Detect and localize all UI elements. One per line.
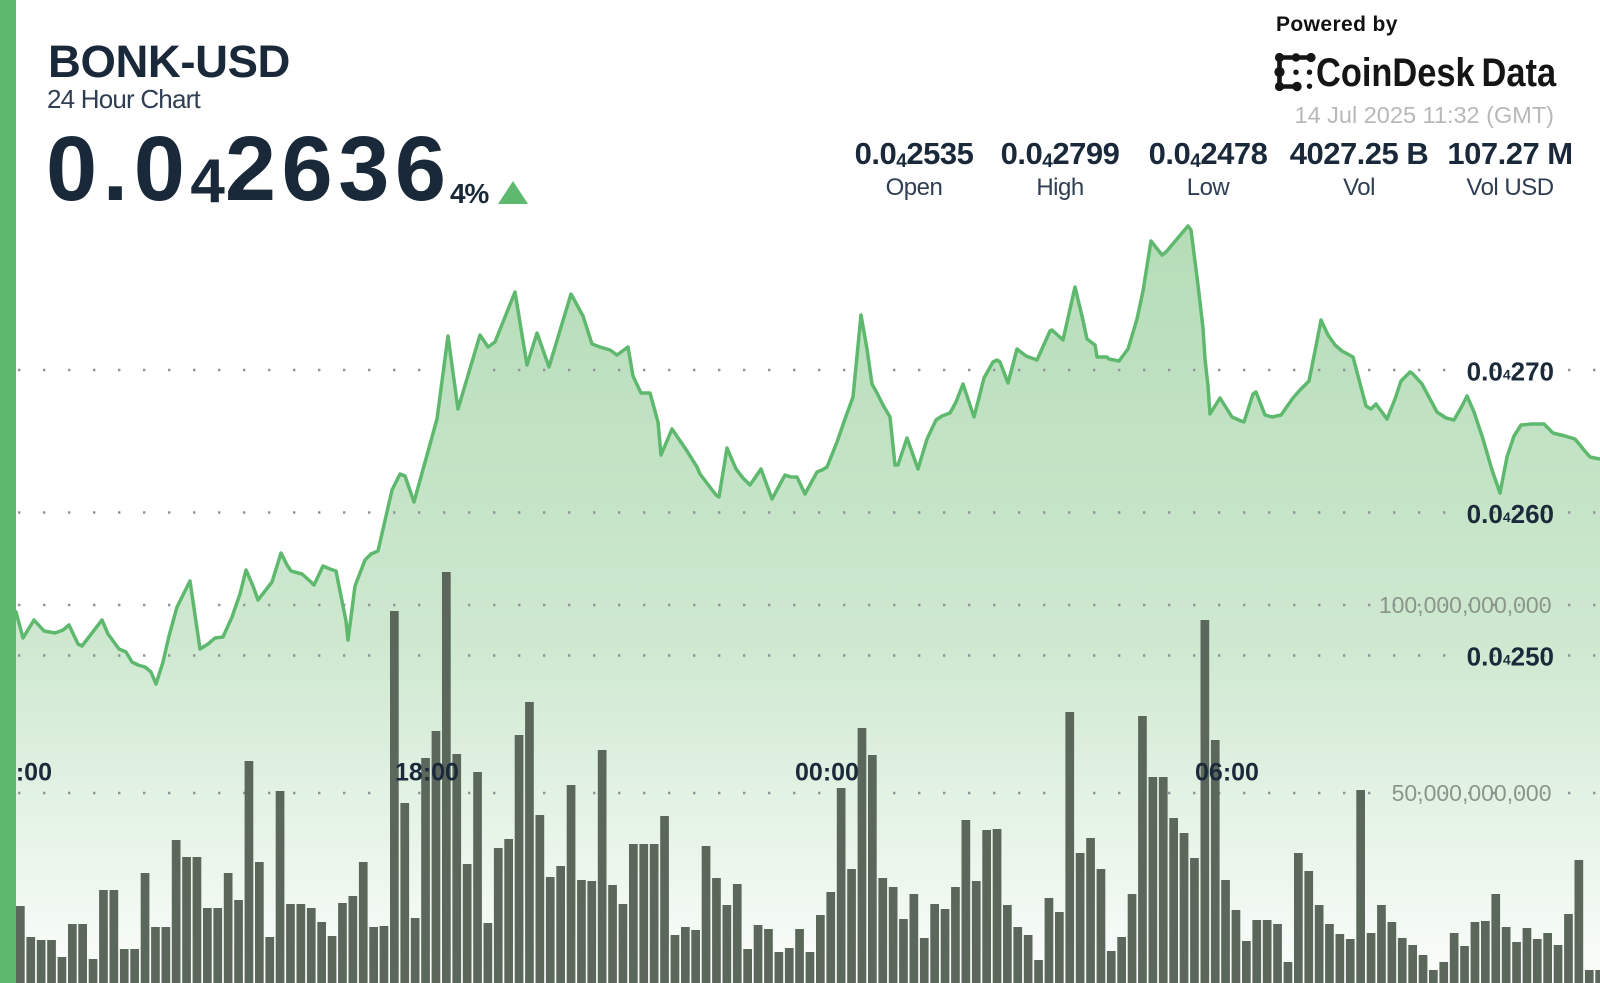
svg-text:0.04270: 0.04270: [1467, 356, 1554, 386]
svg-text:00:00: 00:00: [795, 759, 859, 787]
svg-text:0.04260: 0.04260: [1467, 499, 1554, 529]
svg-text:18:00: 18:00: [395, 759, 459, 787]
svg-text:100,000,000,000: 100,000,000,000: [1379, 592, 1552, 618]
svg-text:06:00: 06:00: [1195, 759, 1259, 787]
svg-text:50,000,000,000: 50,000,000,000: [1392, 780, 1552, 806]
svg-text:0.04250: 0.04250: [1467, 641, 1554, 671]
